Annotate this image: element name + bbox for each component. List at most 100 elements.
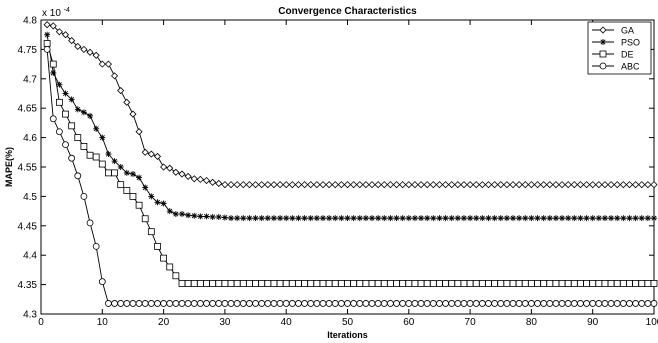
data-point-abc — [540, 300, 548, 307]
data-point-de — [417, 280, 425, 287]
data-point-abc — [613, 300, 621, 307]
data-point-abc — [227, 300, 235, 307]
data-point-pso — [424, 215, 431, 222]
data-point-ga — [405, 181, 413, 189]
data-point-ga — [380, 181, 388, 189]
data-point-de — [129, 192, 137, 200]
data-point-abc — [111, 300, 118, 307]
data-point-abc — [203, 300, 210, 307]
y-tick-label: 4.7 — [23, 74, 37, 85]
data-point-abc — [380, 300, 388, 307]
data-point-de — [123, 187, 131, 194]
data-point-de — [80, 143, 88, 150]
data-point-de — [172, 272, 180, 280]
data-point-de — [362, 280, 370, 287]
data-point-abc — [387, 300, 394, 307]
data-point-ga — [160, 163, 168, 171]
data-point-de — [601, 280, 609, 287]
data-point-pso — [442, 215, 449, 222]
data-point-de — [448, 280, 456, 287]
data-point-abc — [448, 300, 456, 307]
data-point-ga — [552, 181, 560, 189]
data-point-ga — [233, 181, 241, 189]
data-point-ga — [325, 181, 333, 189]
data-point-pso — [571, 215, 578, 222]
data-point-ga — [632, 181, 640, 189]
data-point-abc — [521, 300, 529, 307]
data-point-abc — [196, 300, 204, 307]
data-point-pso — [644, 215, 651, 222]
data-point-ga — [276, 181, 284, 189]
data-point-pso — [405, 215, 412, 222]
data-point-abc — [485, 300, 492, 307]
x-tick-label: 80 — [526, 317, 538, 328]
data-point-abc — [264, 300, 272, 307]
data-point-de — [233, 280, 241, 287]
data-point-abc — [429, 300, 437, 307]
data-point-pso — [583, 215, 590, 222]
data-point-abc — [295, 300, 302, 307]
data-point-abc — [166, 300, 174, 307]
data-point-ga — [570, 181, 578, 189]
data-point-pso — [148, 193, 155, 200]
data-point-abc — [442, 300, 449, 307]
data-point-pso — [332, 215, 339, 222]
data-point-abc — [154, 300, 161, 307]
data-point-de — [607, 280, 615, 287]
data-point-de — [227, 280, 235, 287]
data-point-de — [344, 280, 351, 287]
data-point-abc — [632, 300, 640, 307]
data-point-abc — [276, 300, 284, 307]
data-point-pso — [620, 215, 627, 222]
data-point-abc — [288, 300, 296, 307]
data-point-pso — [136, 174, 143, 181]
data-point-pso — [577, 215, 584, 222]
data-point-de — [595, 280, 603, 287]
data-point-abc — [362, 300, 370, 307]
data-point-ga — [184, 172, 192, 180]
data-point-de — [644, 280, 652, 287]
data-point-ga — [245, 181, 253, 189]
data-point-pso — [418, 215, 425, 222]
data-point-ga — [546, 181, 554, 189]
data-point-de — [337, 280, 345, 287]
data-point-abc — [466, 300, 474, 307]
data-point-pso — [467, 215, 474, 222]
data-point-ga — [190, 175, 198, 183]
legend-item-de: DE — [592, 50, 634, 60]
data-point-de — [374, 280, 382, 287]
data-point-de — [564, 280, 572, 287]
data-point-pso — [638, 215, 645, 222]
data-point-de — [325, 280, 333, 287]
y-tick-label: 4.8 — [23, 16, 37, 27]
data-point-pso — [479, 215, 486, 222]
data-point-ga — [135, 128, 143, 136]
data-point-de — [62, 110, 69, 118]
data-point-abc — [239, 300, 247, 307]
data-point-abc — [368, 300, 376, 307]
data-point-de — [49, 60, 57, 68]
plot-area — [40, 19, 655, 315]
legend-item-abc: ABC — [592, 62, 640, 72]
y-multiplier-base: x 10 — [42, 8, 61, 19]
data-point-ga — [141, 148, 149, 156]
data-point-pso — [608, 215, 615, 222]
data-point-ga — [319, 181, 327, 189]
data-point-de — [43, 40, 51, 47]
data-point-abc — [534, 300, 541, 307]
data-point-de — [442, 280, 449, 287]
data-point-ga — [264, 181, 272, 189]
data-point-de — [570, 280, 578, 287]
data-point-abc — [80, 192, 88, 200]
data-point-pso — [178, 211, 185, 218]
data-point-ga — [307, 181, 315, 189]
data-point-pso — [362, 215, 369, 222]
data-point-ga — [196, 175, 204, 183]
data-point-de — [491, 280, 499, 287]
data-point-pso — [460, 215, 467, 222]
data-point-de — [215, 280, 223, 287]
data-point-de — [288, 280, 296, 287]
data-point-ga — [595, 181, 603, 189]
data-point-abc — [307, 300, 315, 307]
data-point-de — [387, 280, 394, 287]
